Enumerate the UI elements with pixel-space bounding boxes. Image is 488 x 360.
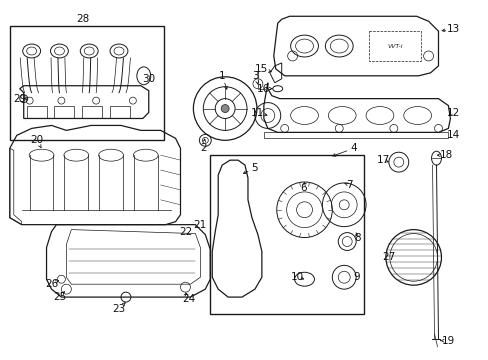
Bar	[82, 105, 102, 118]
Text: 18: 18	[439, 150, 452, 160]
Text: 30: 30	[142, 74, 155, 84]
Text: 17: 17	[377, 155, 390, 165]
Bar	[27, 105, 46, 118]
Text: 12: 12	[446, 108, 459, 117]
Text: 13: 13	[446, 24, 459, 34]
Text: 11: 11	[251, 108, 264, 117]
Text: 26: 26	[45, 279, 58, 289]
Text: 7: 7	[345, 180, 352, 190]
Text: 19: 19	[441, 336, 454, 346]
Bar	[10, 26, 163, 140]
Text: 9: 9	[353, 272, 360, 282]
Bar	[210, 155, 364, 314]
Text: 23: 23	[112, 304, 125, 314]
Bar	[54, 105, 74, 118]
Text: 27: 27	[382, 252, 395, 262]
Text: VVT-i: VVT-i	[386, 44, 402, 49]
Text: 21: 21	[193, 220, 206, 230]
Text: 4: 4	[350, 143, 357, 153]
Text: 2: 2	[200, 143, 206, 153]
Text: 22: 22	[179, 226, 192, 237]
Text: 8: 8	[353, 233, 360, 243]
Text: 14: 14	[446, 130, 459, 140]
Text: 3: 3	[252, 71, 259, 81]
Bar	[110, 105, 130, 118]
Text: 24: 24	[182, 294, 195, 304]
Text: 16: 16	[257, 84, 270, 94]
Text: 5: 5	[251, 163, 258, 173]
Circle shape	[221, 105, 229, 113]
Text: 15: 15	[255, 64, 268, 74]
Bar	[368, 31, 420, 61]
Text: 28: 28	[77, 14, 90, 24]
Text: 10: 10	[290, 272, 304, 282]
Text: 1: 1	[219, 71, 225, 81]
Text: 6: 6	[300, 183, 306, 193]
Text: 29: 29	[13, 94, 26, 104]
Text: 20: 20	[30, 135, 43, 145]
Text: 25: 25	[53, 292, 66, 302]
